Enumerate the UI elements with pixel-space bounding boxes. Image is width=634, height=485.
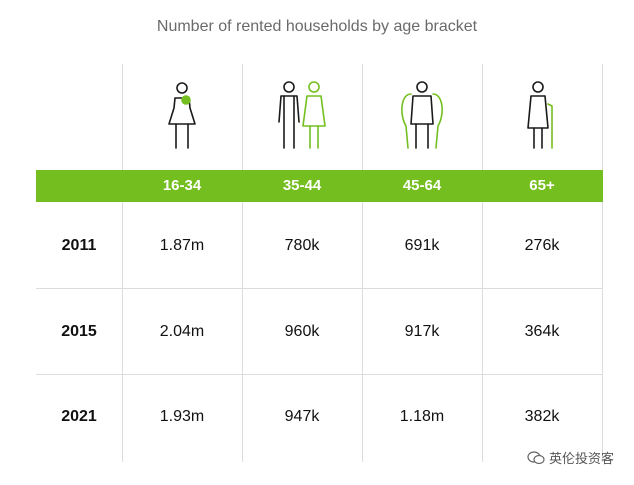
table-cell: 917k	[404, 323, 440, 340]
column-header-45-64: 45-64	[402, 177, 442, 194]
column-divider	[122, 64, 123, 462]
column-divider	[602, 64, 603, 462]
column-divider	[362, 64, 363, 462]
chart-title: Number of rented households by age brack…	[156, 18, 478, 35]
table-cell: 780k	[284, 237, 320, 254]
column-divider	[482, 64, 483, 462]
wechat-icon	[527, 450, 545, 464]
elderly-woman-with-cane-icon	[527, 81, 553, 149]
table-cell: 691k	[404, 237, 440, 254]
couple-icon	[278, 81, 326, 149]
column-header-65-plus: 65+	[529, 177, 555, 194]
row-year: 2021	[61, 408, 97, 425]
column-divider	[242, 64, 243, 462]
row-year: 2015	[61, 323, 97, 340]
table-cell: 960k	[284, 323, 320, 340]
table-cell: 1.87m	[159, 237, 205, 254]
table-cell: 1.93m	[159, 408, 205, 425]
table-cell: 364k	[524, 323, 560, 340]
column-header-35-44: 35-44	[282, 177, 322, 194]
age-icons-row	[168, 81, 553, 149]
column-header-16-34: 16-34	[162, 177, 202, 194]
table-cell: 382k	[524, 408, 560, 425]
mother-with-baby-icon	[168, 82, 196, 149]
table-cell: 1.18m	[399, 408, 445, 425]
watermark-text: 英伦投资客	[548, 451, 614, 466]
row-divider	[36, 374, 603, 375]
row-divider	[36, 288, 603, 289]
table-cell: 947k	[284, 408, 320, 425]
table-cell: 276k	[524, 237, 560, 254]
table-cell: 2.04m	[159, 323, 205, 340]
watermark: 英伦投资客	[527, 448, 614, 467]
middle-aged-couple-icon	[401, 81, 443, 149]
row-year: 2011	[61, 237, 97, 254]
header-band	[36, 170, 603, 202]
